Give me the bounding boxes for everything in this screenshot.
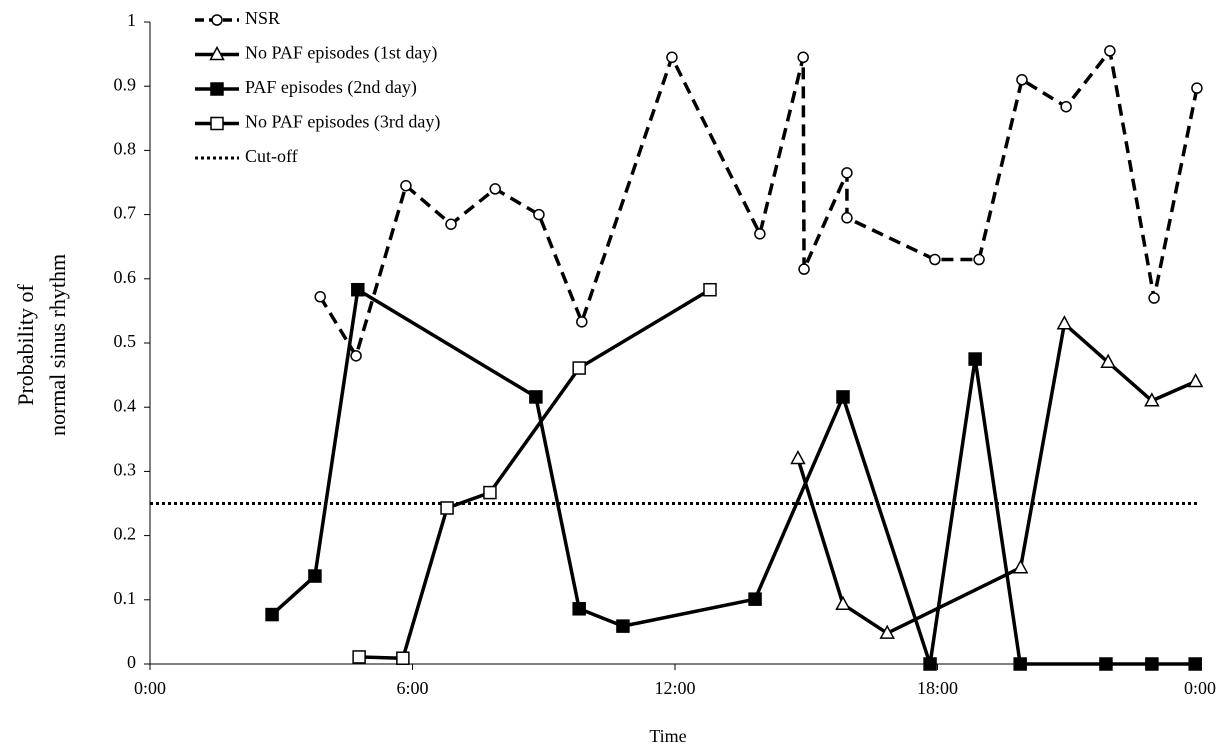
y-tick-label: 0.2 — [114, 524, 137, 544]
point — [1145, 657, 1159, 671]
y-tick-label: 1 — [127, 10, 136, 30]
point — [836, 390, 850, 404]
point — [1016, 74, 1028, 86]
point — [572, 602, 586, 616]
point — [968, 352, 982, 366]
y-tick-label: 0.5 — [114, 331, 137, 351]
x-tick-label: 6:00 — [396, 678, 428, 698]
series-line — [270, 287, 1196, 666]
point — [1013, 657, 1027, 671]
legend-label: Cut-off — [245, 146, 298, 166]
point — [879, 624, 895, 639]
point — [1188, 657, 1202, 671]
point — [1148, 292, 1160, 304]
y-tick-label: 0.3 — [114, 460, 137, 480]
point — [973, 253, 985, 266]
x-tick-label: 0:00 — [1184, 678, 1216, 698]
y-axis-label: normal sinus rhythm — [45, 254, 70, 436]
y-tick-label: 0.1 — [114, 588, 137, 608]
point — [1104, 45, 1116, 57]
point — [529, 390, 543, 404]
x-axis-label: Time — [649, 726, 686, 746]
point — [352, 650, 366, 664]
point — [666, 51, 678, 64]
point — [616, 619, 630, 633]
point — [754, 228, 766, 240]
legend-label: PAF episodes (2nd day) — [245, 77, 417, 98]
x-tick-label: 18:00 — [917, 678, 958, 698]
point — [350, 350, 362, 362]
point — [798, 263, 810, 275]
legend-marker — [210, 82, 224, 96]
point — [1056, 315, 1073, 330]
point — [790, 449, 806, 465]
point — [314, 291, 326, 303]
legend-marker — [209, 45, 225, 61]
point — [1191, 82, 1203, 94]
point — [265, 607, 279, 622]
x-tick-label: 0:00 — [134, 678, 166, 698]
point — [1060, 100, 1072, 113]
point — [1100, 353, 1116, 369]
point — [533, 208, 545, 221]
y-tick-label: 0 — [127, 652, 136, 672]
point — [1099, 657, 1113, 671]
point — [445, 218, 457, 230]
point — [308, 569, 322, 583]
point — [797, 51, 809, 64]
point — [703, 282, 717, 297]
y-tick-label: 0.9 — [114, 74, 137, 94]
point — [748, 592, 762, 606]
point — [929, 253, 941, 266]
legend-label: No PAF episodes (1st day) — [245, 43, 437, 64]
legend-marker — [211, 14, 223, 26]
point — [1144, 392, 1160, 407]
y-tick-label: 0.8 — [114, 139, 137, 159]
x-tick-label: 12:00 — [654, 678, 695, 698]
y-tick-label: 0.6 — [114, 267, 137, 287]
point — [841, 167, 853, 179]
point — [576, 316, 588, 328]
point — [483, 485, 497, 500]
point — [400, 179, 412, 192]
point — [489, 183, 501, 195]
point — [841, 212, 853, 224]
legend-marker — [210, 116, 224, 131]
y-tick-label: 0.4 — [114, 395, 137, 415]
point — [351, 282, 365, 297]
point — [923, 657, 937, 671]
point — [835, 595, 851, 611]
point — [396, 651, 410, 665]
legend-label: NSR — [245, 8, 280, 28]
point — [1187, 372, 1204, 388]
point — [572, 361, 586, 375]
point — [1012, 559, 1029, 574]
series-line — [796, 321, 1197, 635]
series-line — [359, 288, 711, 660]
series-line — [318, 49, 1199, 358]
point — [440, 501, 454, 515]
legend-label: No PAF episodes (3rd day) — [245, 112, 440, 133]
y-axis-label: Probability of — [13, 284, 38, 406]
y-tick-label: 0.7 — [114, 203, 137, 223]
